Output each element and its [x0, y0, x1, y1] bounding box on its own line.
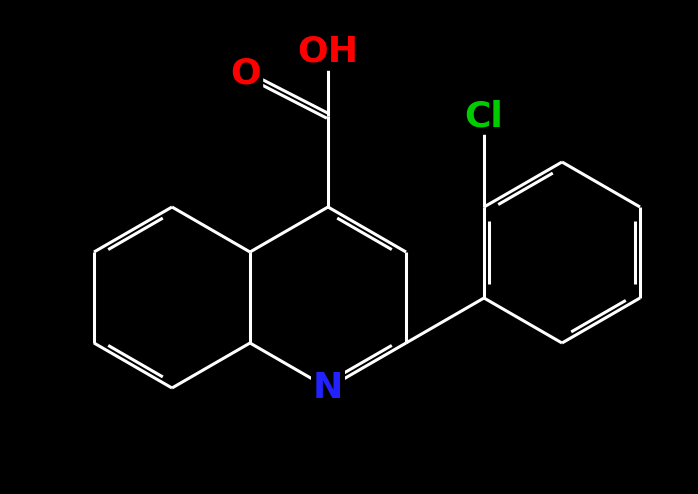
Text: OH: OH — [297, 35, 359, 69]
Text: O: O — [230, 57, 261, 91]
Text: N: N — [313, 371, 343, 405]
Text: Cl: Cl — [465, 99, 503, 133]
